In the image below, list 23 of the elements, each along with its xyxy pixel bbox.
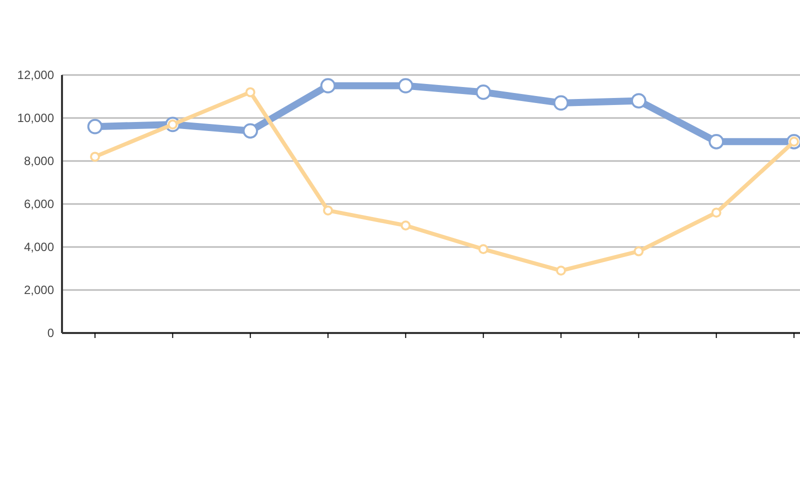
- y-tick-label: 8,000: [24, 154, 54, 168]
- y-tick-label: 10,000: [17, 110, 54, 125]
- point: [476, 84, 492, 100]
- point: [400, 220, 411, 230]
- point: [556, 266, 566, 276]
- point: [245, 87, 256, 98]
- y-tick-label: 4,000: [24, 240, 54, 254]
- point: [630, 93, 646, 108]
- y-tick-label: 6,000: [24, 196, 54, 211]
- point: [711, 208, 722, 218]
- y-tick-label: 2,000: [24, 282, 54, 297]
- y-tick-label: 12,000: [17, 68, 54, 82]
- point: [90, 152, 100, 162]
- point: [320, 78, 336, 94]
- point: [323, 205, 333, 216]
- point: [87, 118, 103, 134]
- y-tick-label: 0: [47, 326, 54, 340]
- point: [242, 123, 258, 139]
- point: [634, 246, 644, 256]
- point: [708, 134, 724, 150]
- point: [398, 78, 414, 94]
- point: [478, 244, 488, 254]
- point: [553, 95, 569, 111]
